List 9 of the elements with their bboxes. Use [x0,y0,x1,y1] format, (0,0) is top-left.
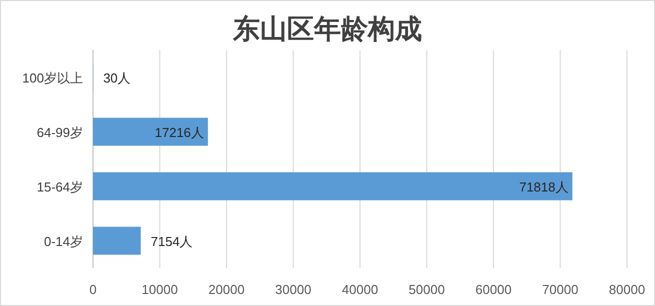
data-label: 71818人 [519,179,568,194]
y-tick-label: 0-14岁 [44,234,83,249]
y-tick-label: 64-99岁 [36,124,83,140]
data-label: 30人 [103,70,131,86]
y-tick-label: 100岁以上 [22,70,83,86]
y-tick-label: 15-64岁 [36,179,83,194]
data-label: 7154人 [150,234,193,249]
chart-title: 东山区年龄构成 [232,14,422,45]
data-label: 17216人 [154,124,204,140]
